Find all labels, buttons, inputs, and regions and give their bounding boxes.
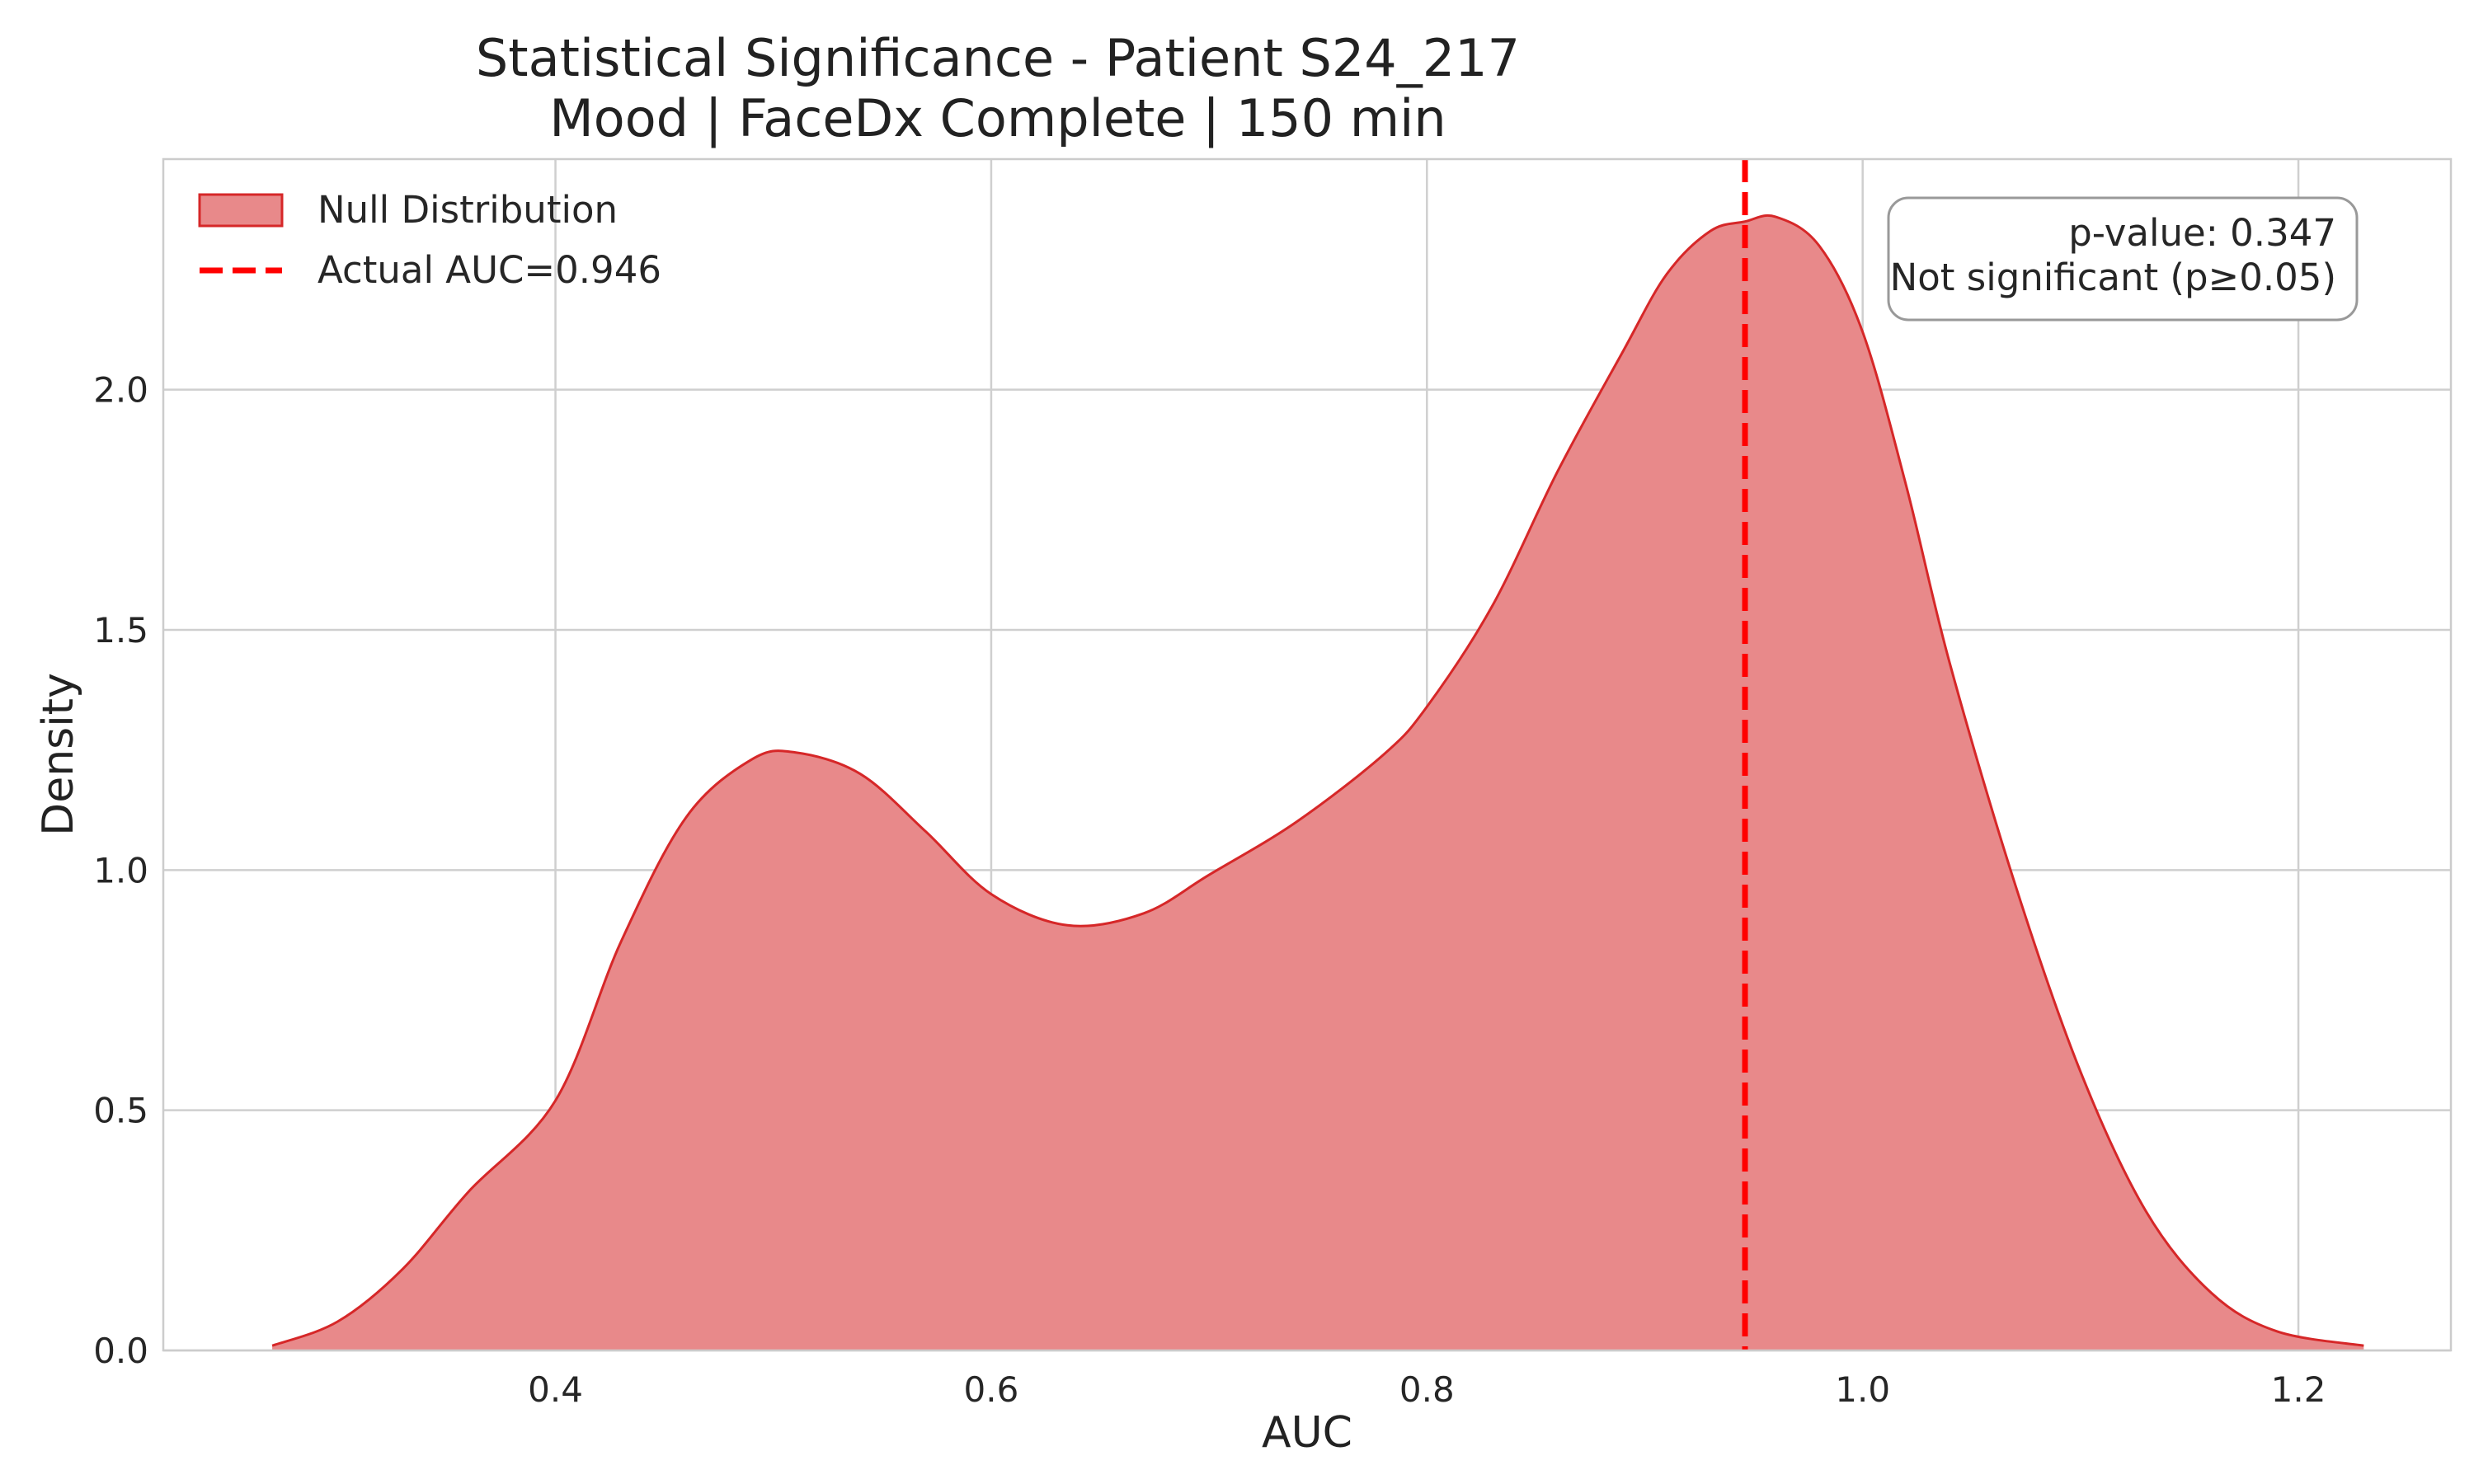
x-tick-label: 0.6 (964, 1369, 1019, 1410)
legend-swatch-null-distribution (198, 193, 284, 228)
legend-label-actual-auc: Actual AUC=0.946 (317, 248, 661, 292)
plot-frame (162, 157, 2453, 1352)
legend-label-null-distribution: Null Distribution (317, 188, 618, 232)
x-tick-labels: 0.4 0.6 0.8 1.0 1.2 (528, 1369, 2326, 1410)
p-value-text: p-value: 0.347 (2068, 211, 2336, 255)
y-tick-label: 1.0 (93, 850, 148, 890)
chart-subtitle: Mood | FaceDx Complete | 150 min (549, 88, 1446, 149)
significance-text: Not significant (p≥0.05) (1890, 256, 2336, 299)
y-tick-label: 0.0 (93, 1331, 148, 1371)
stats-box: p-value: 0.347 Not significant (p≥0.05) (1887, 196, 2359, 322)
x-tick-label: 0.8 (1399, 1369, 1455, 1410)
y-tick-labels: 0.0 0.5 1.0 1.5 2.0 (93, 370, 148, 1371)
y-tick-label: 1.5 (93, 610, 148, 650)
y-tick-label: 0.5 (93, 1091, 148, 1131)
legend: Null Distribution Actual AUC=0.946 (198, 188, 661, 292)
x-tick-label: 0.4 (528, 1369, 583, 1410)
null-distribution-area (272, 215, 2364, 1351)
y-axis-label: Density (34, 673, 83, 836)
null-distribution-line (271, 214, 2364, 1347)
x-tick-label: 1.2 (2271, 1369, 2326, 1410)
y-tick-label: 2.0 (93, 370, 148, 411)
x-axis-label: AUC (1262, 1408, 1352, 1458)
chart-title: Statistical Significance - Patient S24_2… (476, 28, 1520, 88)
x-tick-label: 1.0 (1835, 1369, 1890, 1410)
stats-box-frame (1887, 196, 2359, 322)
